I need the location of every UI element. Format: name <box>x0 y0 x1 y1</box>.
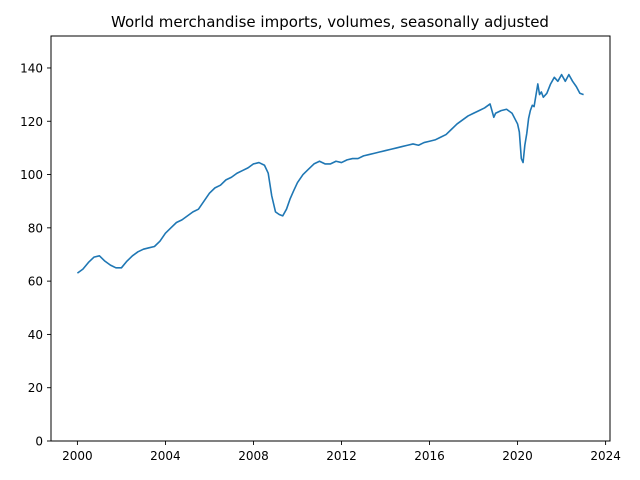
x-tick-label: 2016 <box>414 449 445 463</box>
x-tick-label: 2000 <box>62 449 93 463</box>
x-tick-label: 2008 <box>238 449 269 463</box>
y-tick-label: 20 <box>28 381 43 395</box>
y-tick-label: 100 <box>20 168 43 182</box>
x-tick-label: 2004 <box>150 449 181 463</box>
x-tick-label: 2024 <box>590 449 621 463</box>
chart-title: World merchandise imports, volumes, seas… <box>111 13 549 31</box>
y-tick-label: 60 <box>28 275 43 289</box>
x-tick-label: 2012 <box>326 449 357 463</box>
y-tick-label: 40 <box>28 328 43 342</box>
y-tick-label: 140 <box>20 61 43 75</box>
y-tick-label: 80 <box>28 221 43 235</box>
y-axis: 0 20 40 60 80 100 120 140 <box>20 61 51 449</box>
x-tick-label: 2020 <box>502 449 533 463</box>
y-tick-label: 0 <box>35 435 43 449</box>
plot-area-frame <box>50 35 611 442</box>
series-line <box>76 73 584 274</box>
series-layer <box>76 73 584 274</box>
y-tick-label: 120 <box>20 115 43 129</box>
x-axis: 2000 2004 2008 2012 2016 2020 2024 <box>62 441 621 463</box>
